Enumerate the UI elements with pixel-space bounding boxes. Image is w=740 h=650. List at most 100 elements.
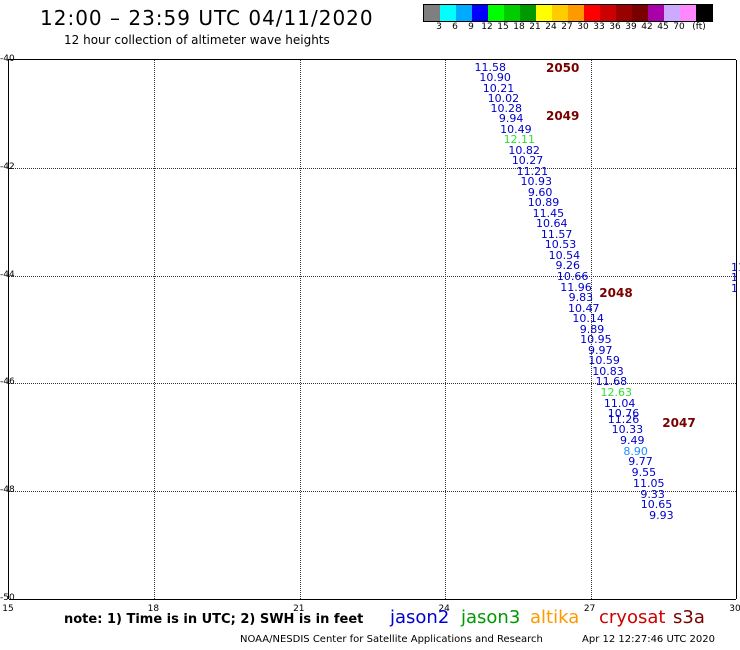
longitude-gridline [154,60,156,599]
wave-height-value: 10.90 [479,71,511,85]
color-scale-label: 27 [561,22,573,32]
wave-height-value: 9.60 [527,185,553,199]
wave-height-value: 9.26 [555,258,581,272]
longitude-tick-label: 30 [729,604,740,614]
color-swatch [616,5,632,21]
wave-height-value: 10.21 [482,81,515,95]
color-scale-label: 15 [497,22,509,32]
map-plot-area [8,59,737,600]
longitude-tick-label: 18 [147,604,160,614]
latitude-tick-label: -46 [0,377,15,388]
color-swatch [584,5,600,21]
color-swatch [472,5,488,21]
color-swatch [664,5,680,21]
color-swatch [504,5,520,21]
color-scale-label: (ft) [692,22,706,32]
legend-entry-altika: altika [530,607,580,628]
color-scale-label: 9 [468,22,474,32]
wave-height-value: 10.27 [511,154,544,168]
wave-height-value: 11.57 [540,227,573,241]
wave-height-value: 12.11 [503,133,536,147]
color-swatch [440,5,456,21]
legend-entry-cryosat: cryosat [599,607,666,628]
latitude-gridline [9,383,736,385]
wave-height-value: 10.28 [490,102,522,116]
wave-height-value: 11.96 [560,280,592,294]
wave-height-value: 9.55 [631,465,657,479]
legend-entry-jason2: jason2 [390,607,450,628]
wave-height-value: 10.82 [508,143,540,157]
latitude-gridline [9,275,736,277]
longitude-tick-label: 27 [583,604,596,614]
wave-height-value: 10.54 [548,248,581,262]
wave-height-value: 11.05 [632,476,665,490]
units-note: note: 1) Time is in UTC; 2) SWH is in fe… [64,612,364,627]
color-scale-label: 33 [593,22,605,32]
wave-height-value: 9.83 [568,290,594,304]
wave-height-value: 10.47 [568,301,600,315]
wave-height-value: 11.45 [532,206,565,220]
generated-timestamp: Apr 12 12:27:46 UTC 2020 [582,634,715,645]
color-swatch [648,5,664,21]
legend-entry-s3a: s3a [673,607,705,628]
wave-height-value: 9.94 [498,112,524,126]
wave-height-value: 10.59 [588,354,620,368]
latitude-gridline [9,491,736,493]
pass-time-label: 2048 [599,286,633,301]
wave-height-value: 9.77 [628,455,653,469]
legend-entry-jason3: jason3 [461,607,521,628]
longitude-gridline [736,60,737,599]
wave-height-value: 10.66 [556,269,589,283]
pass-time-label: 2047 [662,415,696,430]
color-scale-label: 70 [673,22,685,32]
color-scale-label: 21 [529,22,541,32]
pass-time-label: 2050 [545,61,580,76]
color-scale-label: 24 [545,22,557,32]
credit-text: NOAA/NESDIS Center for Satellite Applica… [240,634,543,645]
color-scale-label: 39 [625,22,637,32]
wave-height-value: 10.33 [611,423,644,437]
color-swatch [632,5,648,21]
color-swatch [600,5,616,21]
color-scale-bar [423,4,713,22]
wave-height-value: 10.65 [640,498,673,512]
wave-height-value: 8.90 [623,444,648,458]
wave-height-value: 10.49 [500,123,532,137]
latitude-gridline [9,167,736,169]
wave-height-value: 11.58 [474,61,506,75]
wave-height-value: 10.76 [607,407,640,421]
longitude-gridline [445,60,447,599]
color-swatch [456,5,472,21]
color-scale-label: 6 [452,22,458,32]
wave-height-value: 1 [731,282,738,296]
color-scale-label: 42 [641,22,653,32]
color-scale-label: 18 [513,22,525,32]
latitude-gridline [9,599,736,600]
longitude-gridline [299,60,301,599]
latitude-tick-label: -42 [0,161,15,172]
latitude-tick-label: -44 [0,269,15,280]
wave-height-value: 10.83 [592,365,624,379]
latitude-tick-label: -50 [0,593,15,603]
wave-height-value: 10.64 [536,216,568,230]
wave-height-value: 10.14 [572,312,604,326]
color-swatch [520,5,536,21]
color-scale-label: 30 [577,22,589,32]
wave-height-value: 11.04 [603,396,636,410]
longitude-gridline [590,60,592,599]
color-swatch [568,5,584,21]
longitude-tick-label: 15 [2,604,14,614]
color-swatch [536,5,552,21]
wave-height-value: 12.63 [600,386,633,400]
longitude-tick-label: 24 [438,604,450,614]
color-swatch [488,5,504,21]
color-swatch [424,5,440,21]
color-scale-label: 36 [609,22,621,32]
wave-height-value: 11.26 [607,412,640,426]
wave-height-value: 10.02 [487,91,520,105]
wave-height-value: 11.68 [595,375,628,389]
wave-height-value: 9.49 [620,434,645,448]
wave-height-value: 9.97 [588,344,613,358]
color-scale-label: 3 [436,22,442,32]
color-swatch [680,5,696,21]
